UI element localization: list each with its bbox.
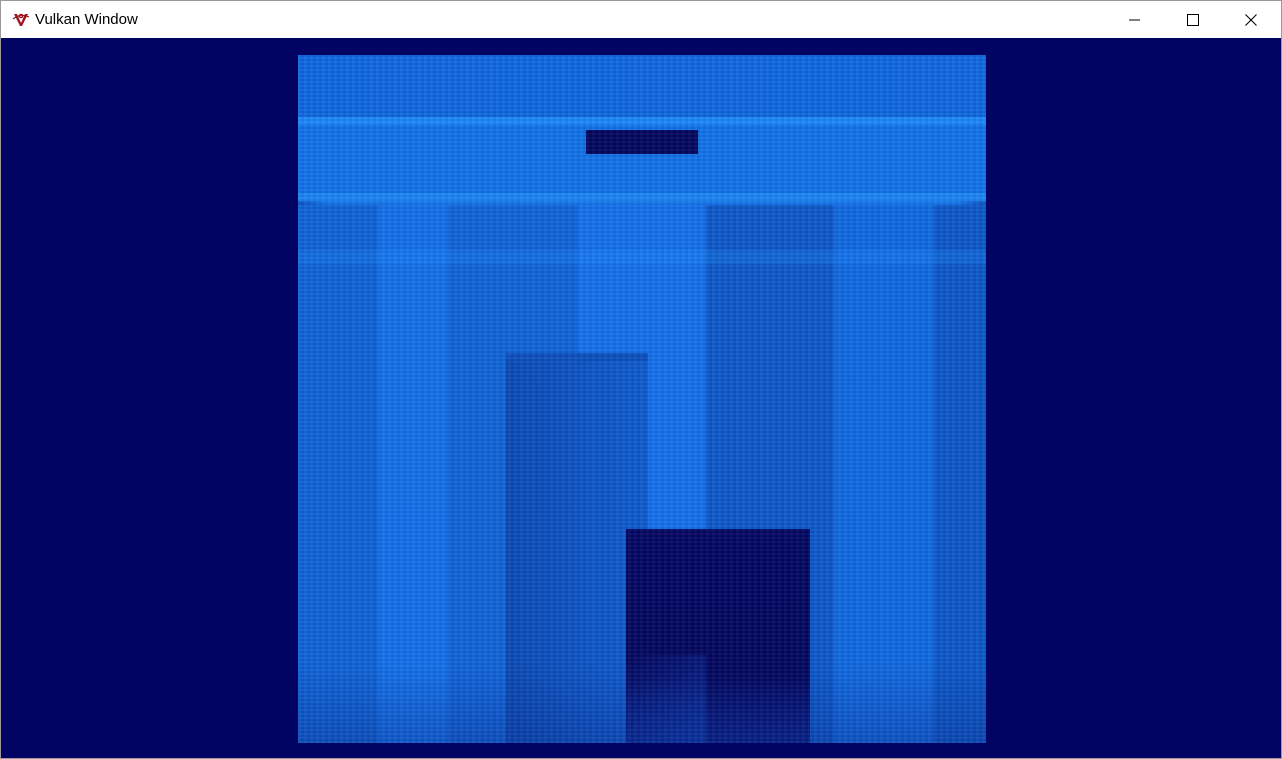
title-bar[interactable]: Vulkan Window <box>1 1 1281 38</box>
wall-column <box>934 205 986 743</box>
vulkan-logo-icon <box>12 13 30 26</box>
wall-column <box>834 205 934 743</box>
ceiling-highlight <box>298 117 986 125</box>
close-icon <box>1245 13 1257 26</box>
ceiling-edge <box>298 193 986 201</box>
tall-box <box>506 353 648 743</box>
short-box-shadow <box>626 655 706 743</box>
maximize-button[interactable] <box>1164 1 1222 38</box>
minimize-icon <box>1129 19 1140 20</box>
window-title: Vulkan Window <box>35 11 138 28</box>
ceiling-band <box>298 55 986 120</box>
wall-column <box>378 205 448 743</box>
close-button[interactable] <box>1222 1 1280 38</box>
ceiling-light-slot <box>586 130 698 154</box>
wall-column <box>298 205 378 743</box>
render-viewport[interactable] <box>1 38 1281 758</box>
wall-band <box>298 250 986 264</box>
tall-box-top <box>506 353 648 361</box>
floor-shade <box>298 665 986 743</box>
maximize-icon <box>1187 13 1199 26</box>
minimize-button[interactable] <box>1106 1 1164 38</box>
rendered-scene <box>298 55 986 743</box>
